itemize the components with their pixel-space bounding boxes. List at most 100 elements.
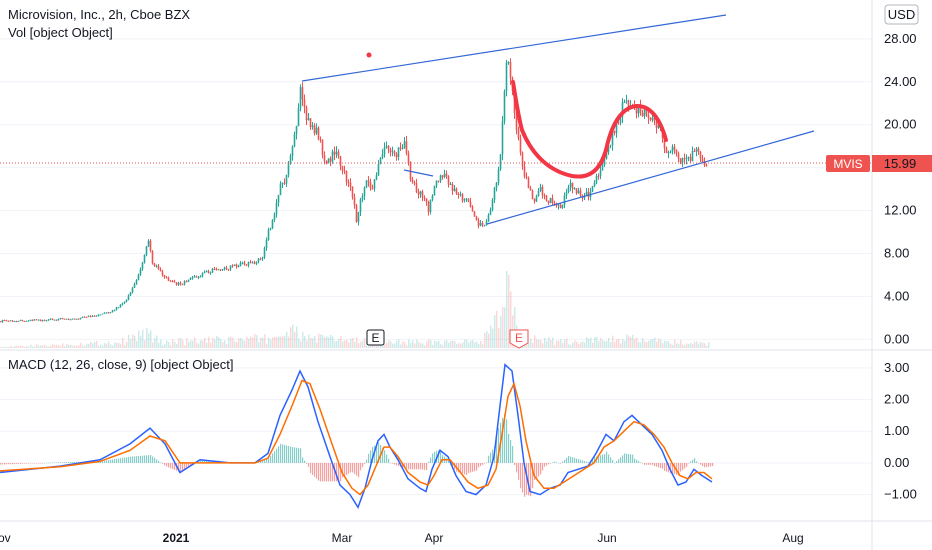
- candle-body: [15, 321, 18, 323]
- candle-body: [273, 213, 276, 220]
- macd-histogram-bar: [154, 457, 156, 463]
- macd-legend[interactable]: MACD (12, 26, close, 9) [object Object]: [8, 357, 233, 372]
- candle-body: [89, 315, 92, 317]
- drawing-tools[interactable]: [301, 14, 815, 225]
- macd-histogram-bar: [468, 462, 470, 474]
- macd-histogram-bar: [404, 462, 406, 469]
- candle-body: [109, 312, 112, 314]
- volume-bar: [242, 339, 244, 348]
- candle-body: [73, 318, 76, 320]
- volume-bar: [698, 343, 700, 348]
- candle-body: [695, 148, 698, 152]
- macd-histogram-bar: [360, 462, 362, 471]
- macd-histogram-bar: [364, 462, 366, 465]
- candle-body: [255, 261, 258, 264]
- volume-bar: [530, 338, 532, 348]
- candle-body: [121, 303, 124, 305]
- macd-histogram-bar: [34, 462, 36, 464]
- volume-bar: [474, 342, 476, 348]
- candle-body: [415, 183, 418, 192]
- volume-bar: [462, 342, 464, 348]
- volume-bar: [442, 345, 444, 348]
- volume-bar: [470, 340, 472, 348]
- macd-histogram-bar: [60, 462, 62, 463]
- volume-bar: [134, 336, 136, 348]
- candle-body: [491, 199, 494, 210]
- macd-histogram-bar: [52, 462, 54, 464]
- volume-bar: [366, 340, 368, 348]
- volume-bar: [298, 338, 300, 348]
- volume-legend[interactable]: Vol [object Object]: [8, 25, 113, 40]
- macd-histogram-bar: [58, 462, 60, 463]
- volume-bar: [412, 340, 414, 348]
- candle-body: [219, 269, 222, 271]
- volume-bar: [110, 344, 112, 348]
- earnings-marker-2[interactable]: E: [509, 329, 529, 349]
- marker-dot: [366, 52, 372, 58]
- macd-histogram-bar: [36, 462, 38, 464]
- candle-body: [519, 138, 522, 153]
- candle-body: [699, 151, 702, 159]
- candle-body: [515, 113, 518, 130]
- volume-bar: [194, 337, 196, 348]
- volume-bar: [386, 342, 388, 348]
- volume-bar: [54, 345, 56, 348]
- macd-histogram-bar: [496, 433, 498, 463]
- macd-histogram-bar: [708, 462, 710, 467]
- volume-bar: [464, 339, 466, 348]
- chart-title[interactable]: Microvision, Inc., 2h, Cboe BZX: [8, 7, 190, 22]
- macd-histogram-bar: [540, 462, 542, 475]
- volume-bar: [214, 339, 216, 348]
- volume-bar: [402, 341, 404, 348]
- candle-body: [593, 182, 596, 187]
- macd-histogram-bar: [72, 462, 74, 463]
- macd-histogram-bar: [458, 462, 460, 473]
- macd-histogram-bar: [396, 462, 398, 466]
- volume-bar: [196, 342, 198, 348]
- volume-bar: [58, 345, 60, 348]
- volume-bar: [706, 345, 708, 348]
- volume-bar: [472, 339, 474, 348]
- macd-histogram-bar: [108, 460, 110, 463]
- volume-bar: [428, 339, 430, 348]
- volume-bar: [100, 344, 102, 348]
- candle-body: [77, 318, 80, 320]
- volume-bar: [562, 342, 564, 348]
- candle-body: [411, 179, 414, 183]
- volume-bar: [12, 347, 14, 348]
- candle-body: [673, 146, 676, 150]
- volume-bar: [600, 338, 602, 348]
- macd-histogram-bar: [162, 462, 164, 464]
- macd-histogram-bar: [466, 462, 468, 475]
- candle-body: [177, 282, 180, 285]
- macd-histogram-bar: [550, 462, 552, 464]
- candle-body: [639, 106, 642, 113]
- candle-body: [283, 182, 286, 184]
- candle-body: [263, 248, 266, 258]
- time-axis[interactable]: Nov 2021 Mar Apr Jun Aug: [0, 531, 804, 545]
- candle-body: [311, 125, 314, 128]
- volume-bar: [430, 340, 432, 348]
- volume-bar: [614, 341, 616, 348]
- macd-axis[interactable]: 3.00 2.00 1.00 0.00 −1.00: [884, 360, 917, 502]
- volume-bar: [508, 274, 510, 348]
- macd-histogram-bar: [308, 462, 310, 467]
- candle-body: [547, 200, 550, 203]
- candle-body: [339, 156, 342, 166]
- candle-body: [347, 182, 350, 184]
- macd-histogram-bar: [462, 462, 464, 474]
- candle-body: [327, 158, 330, 164]
- candle-body: [21, 319, 24, 322]
- candle-body: [705, 165, 708, 167]
- macd-histogram-bar: [118, 458, 120, 463]
- candle-body: [561, 204, 564, 209]
- price-candles: [0, 58, 708, 323]
- macd-histogram-bar: [342, 462, 344, 478]
- macd-histogram-bar: [490, 452, 492, 463]
- candle-body: [143, 254, 146, 263]
- candle-body: [501, 121, 504, 155]
- currency-button[interactable]: USD: [884, 4, 919, 25]
- earnings-marker-1[interactable]: E: [366, 329, 385, 346]
- macd-histogram-bar: [548, 462, 550, 465]
- volume-bar: [388, 340, 390, 348]
